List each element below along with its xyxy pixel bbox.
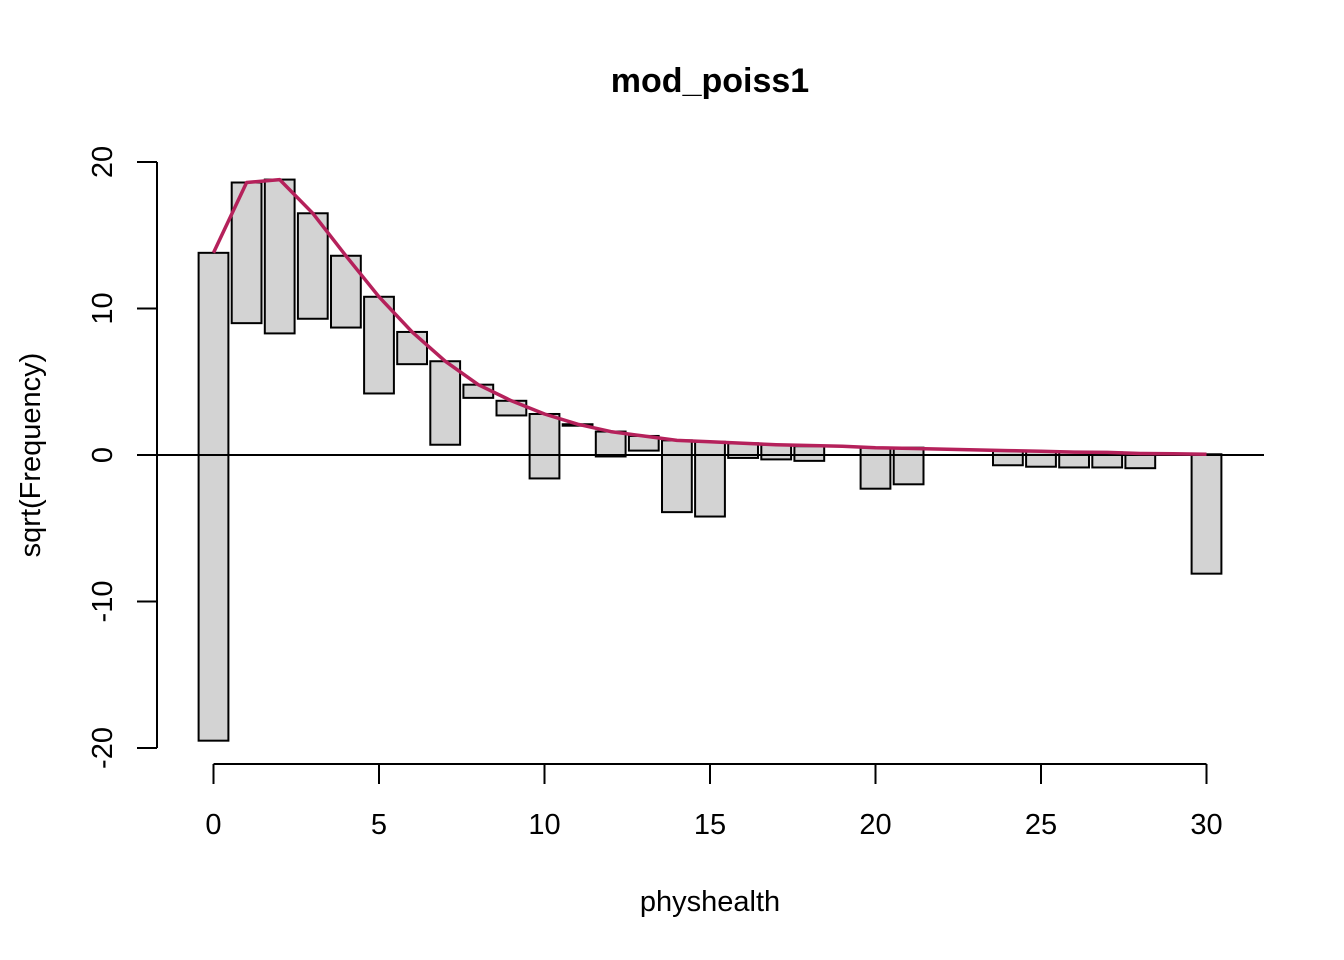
y-axis: -20 -10 0 10 20 xyxy=(87,146,158,769)
bar-5 xyxy=(363,295,395,395)
chart-title: mod_poiss1 xyxy=(611,62,809,100)
y-tick-label--10: -10 xyxy=(87,581,119,623)
bar-14 xyxy=(661,439,693,514)
bar-20 xyxy=(859,446,892,490)
x-tick-label-30: 30 xyxy=(1190,809,1222,841)
bar-25 xyxy=(1025,450,1057,468)
x-tick-label-25: 25 xyxy=(1025,809,1057,841)
y-tick-label-10: 10 xyxy=(87,292,119,324)
bar-30 xyxy=(1190,453,1223,575)
bar-6 xyxy=(396,330,428,366)
fitted-expected-line xyxy=(211,177,1207,457)
bar-9 xyxy=(495,399,528,417)
x-axis: 0 5 10 15 20 25 30 xyxy=(205,763,1223,841)
x-tick-label-0: 0 xyxy=(205,809,221,841)
x-tick-label-15: 15 xyxy=(694,809,726,841)
x-tick-label-20: 20 xyxy=(859,809,891,841)
bar-17 xyxy=(760,443,793,461)
bar-2 xyxy=(263,178,296,335)
bar-7 xyxy=(429,360,462,446)
x-axis-label: physhealth xyxy=(640,886,780,918)
bar-3 xyxy=(296,212,329,320)
y-tick-label-0: 0 xyxy=(87,447,119,463)
y-tick-label-20: 20 xyxy=(87,146,119,178)
x-tick-label-10: 10 xyxy=(528,809,560,841)
bar-18 xyxy=(793,445,826,462)
y-axis-label: sqrt(Frequency) xyxy=(15,353,47,558)
bar-24 xyxy=(992,449,1024,467)
bar-15 xyxy=(694,440,726,518)
bar-12 xyxy=(594,430,627,458)
bar-21 xyxy=(892,446,925,486)
x-tick-label-5: 5 xyxy=(371,809,387,841)
y-tick-label--20: -20 xyxy=(87,727,119,769)
bar-0 xyxy=(197,251,230,742)
bar-10 xyxy=(528,412,561,480)
